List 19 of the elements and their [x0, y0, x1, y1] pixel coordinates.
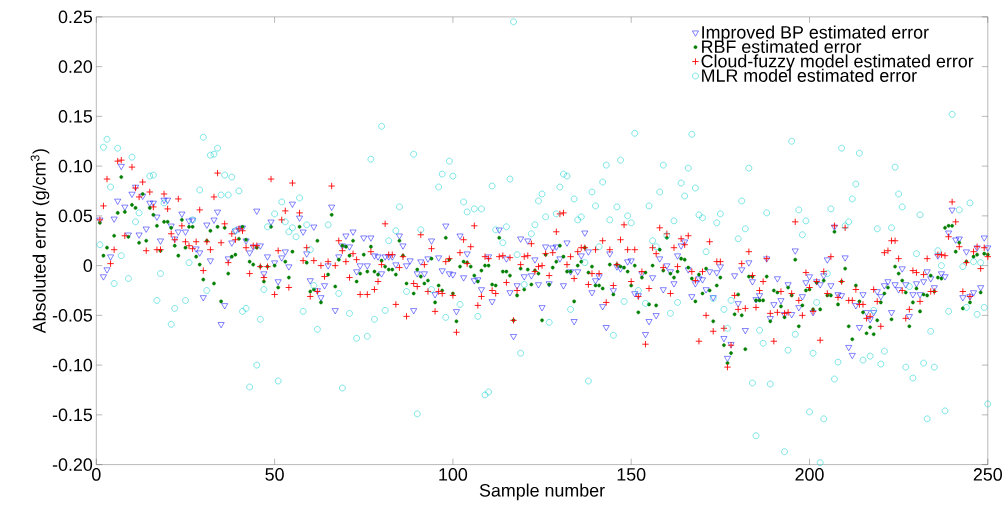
x-tick-label: 50 [265, 468, 284, 481]
x-axis-title: Sample number [479, 483, 605, 501]
y-tick-label: -0.15 [52, 408, 93, 422]
x-tick-label: 200 [795, 468, 824, 481]
y-tick-label: 0.20 [58, 60, 93, 73]
legend-label: RBF estimated error [702, 39, 862, 53]
y-tick-label: 0.05 [58, 209, 93, 223]
y-tick-label: -0.05 [52, 308, 93, 322]
x-tick-label: 150 [617, 468, 646, 481]
y-tick-label: 0 [83, 259, 93, 272]
y-tick-label: 0.15 [58, 109, 93, 123]
x-tick-label: 100 [439, 468, 468, 481]
y-tick-label: -0.10 [52, 358, 93, 372]
x-tick-label: 250 [973, 468, 1002, 481]
y-axis-title: Absoluted error (g/cm$^{3}$) [30, 149, 50, 334]
y-tick-label: 0.10 [58, 159, 93, 173]
y-tick-label: 0.25 [58, 10, 93, 24]
y-tick-label: -0.20 [52, 458, 93, 471]
x-tick-label: 0 [92, 468, 101, 481]
